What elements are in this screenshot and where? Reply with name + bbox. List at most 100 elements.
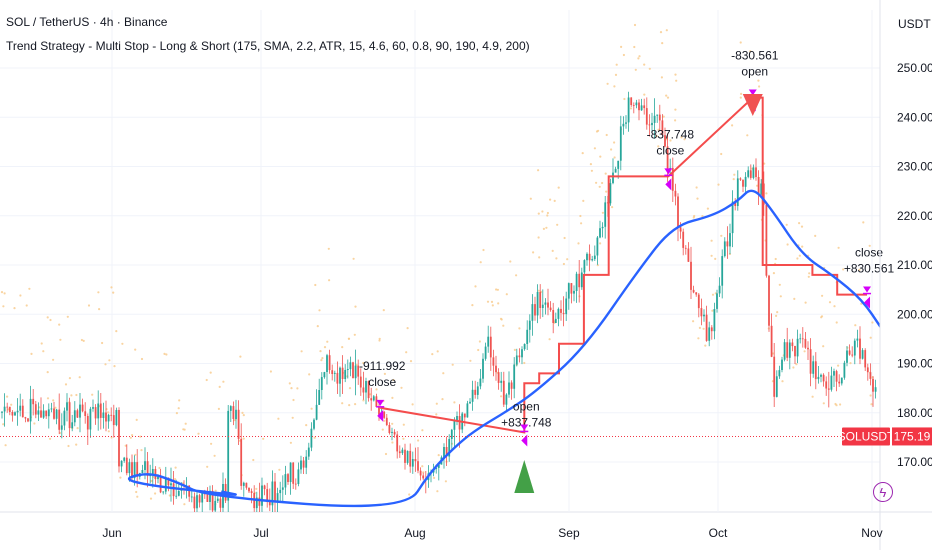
candle-body <box>263 485 266 490</box>
candle-body <box>258 497 261 506</box>
indicator-dot <box>704 344 707 347</box>
indicator-dot <box>538 256 541 259</box>
candle-body <box>300 460 302 470</box>
indicator-dot <box>633 45 636 49</box>
candle-body <box>193 496 196 509</box>
indicator-dot <box>75 443 78 446</box>
candle-body <box>721 256 724 286</box>
indicator-dot <box>10 403 13 406</box>
candle-body <box>302 460 305 468</box>
indicator-dot <box>556 223 559 226</box>
candle-body <box>411 459 414 467</box>
candle-body <box>110 414 113 416</box>
candle-body <box>201 493 204 503</box>
time-axis[interactable]: Jun Jul Aug Sep Oct Nov <box>102 526 882 540</box>
indicator-dot <box>308 373 311 376</box>
indicator-dot <box>871 321 874 324</box>
indicator-dot <box>101 341 104 345</box>
candle-body <box>492 357 495 366</box>
price-axis[interactable]: 170.00 180.00 190.00 200.00 210.00 220.00 230.… <box>879 0 932 550</box>
candle-body <box>94 407 97 419</box>
indicator-dot <box>110 286 113 289</box>
indicator-dot <box>209 371 212 374</box>
candle-body <box>3 406 6 412</box>
symbol-title[interactable]: SOL / TetherUS · 4h · Binance <box>6 15 168 29</box>
candle-body <box>708 327 711 341</box>
indicator-dot <box>391 396 394 399</box>
trade-sublabel: +830.561 <box>844 262 895 276</box>
candle-body <box>547 302 549 308</box>
indicator-dot <box>605 133 608 137</box>
trade-label: open <box>513 399 540 413</box>
indicator-dot <box>52 358 55 361</box>
candle-body <box>664 135 666 147</box>
candle-body <box>622 123 625 127</box>
candle-body <box>474 389 477 395</box>
candle-body <box>172 483 175 497</box>
candle-body <box>346 369 349 370</box>
candle-body <box>196 495 198 509</box>
candle-body <box>32 398 35 405</box>
candle-body <box>521 349 523 358</box>
indicator-dot <box>436 490 439 493</box>
indicator-dot <box>183 503 186 506</box>
candle-body <box>336 372 339 384</box>
indicator-dot <box>242 414 245 417</box>
candle-body <box>588 253 591 261</box>
candle-body <box>835 371 838 382</box>
candle-body <box>820 374 822 377</box>
candle-body <box>323 372 326 378</box>
strategy-legend[interactable]: Trend Strategy - Multi Stop - Long & Sho… <box>6 39 530 53</box>
candle-body <box>448 439 451 457</box>
indicator-dot <box>837 246 840 249</box>
candle-body <box>560 308 562 313</box>
indicator-dot <box>288 382 291 385</box>
indicator-dot <box>860 302 863 305</box>
indicator-dot <box>110 436 113 439</box>
candle-body <box>648 124 651 126</box>
indicator-dot <box>417 439 420 442</box>
indicator-dot <box>611 206 614 209</box>
candle-body <box>375 396 378 407</box>
candle-body <box>484 346 487 359</box>
indicator-dot <box>821 294 824 297</box>
candle-body <box>352 362 354 379</box>
indicator-dot <box>610 148 613 151</box>
candle-body <box>755 167 757 177</box>
trade-marker <box>521 434 528 447</box>
indicator-dot <box>97 291 100 294</box>
trade-label: -911.992 <box>359 359 406 373</box>
indicator-dot <box>435 413 438 416</box>
indicator-dot <box>182 428 185 431</box>
candle-body <box>692 289 695 293</box>
indicator-dot <box>657 145 660 148</box>
indicator-dot <box>482 248 485 252</box>
price-unit-label[interactable]: USDT <box>898 17 931 31</box>
candle-body <box>765 204 768 276</box>
indicator-dot <box>59 338 62 341</box>
indicator-dot <box>798 254 801 257</box>
candle-body <box>268 501 271 506</box>
candle-body <box>859 338 861 359</box>
indicator-dot <box>692 320 695 323</box>
indicator-dot <box>135 418 138 421</box>
indicator-dot <box>82 339 85 342</box>
candle-body <box>151 469 154 475</box>
indicator-dot <box>595 181 598 184</box>
candle-body <box>105 412 107 422</box>
indicator-dot <box>64 383 68 386</box>
candle-body <box>674 190 677 197</box>
candle-body <box>557 308 560 319</box>
candle-body <box>690 261 692 290</box>
candle-body <box>500 380 503 383</box>
lightning-icon[interactable]: ϟ <box>873 482 893 502</box>
indicator-dot <box>604 172 607 175</box>
indicator-dot <box>659 30 663 34</box>
candle-body <box>123 457 126 461</box>
candle-body <box>29 398 32 422</box>
candle-body <box>801 338 804 340</box>
candle-body <box>339 367 341 384</box>
candle-body <box>414 459 417 462</box>
candle-body <box>320 377 323 390</box>
